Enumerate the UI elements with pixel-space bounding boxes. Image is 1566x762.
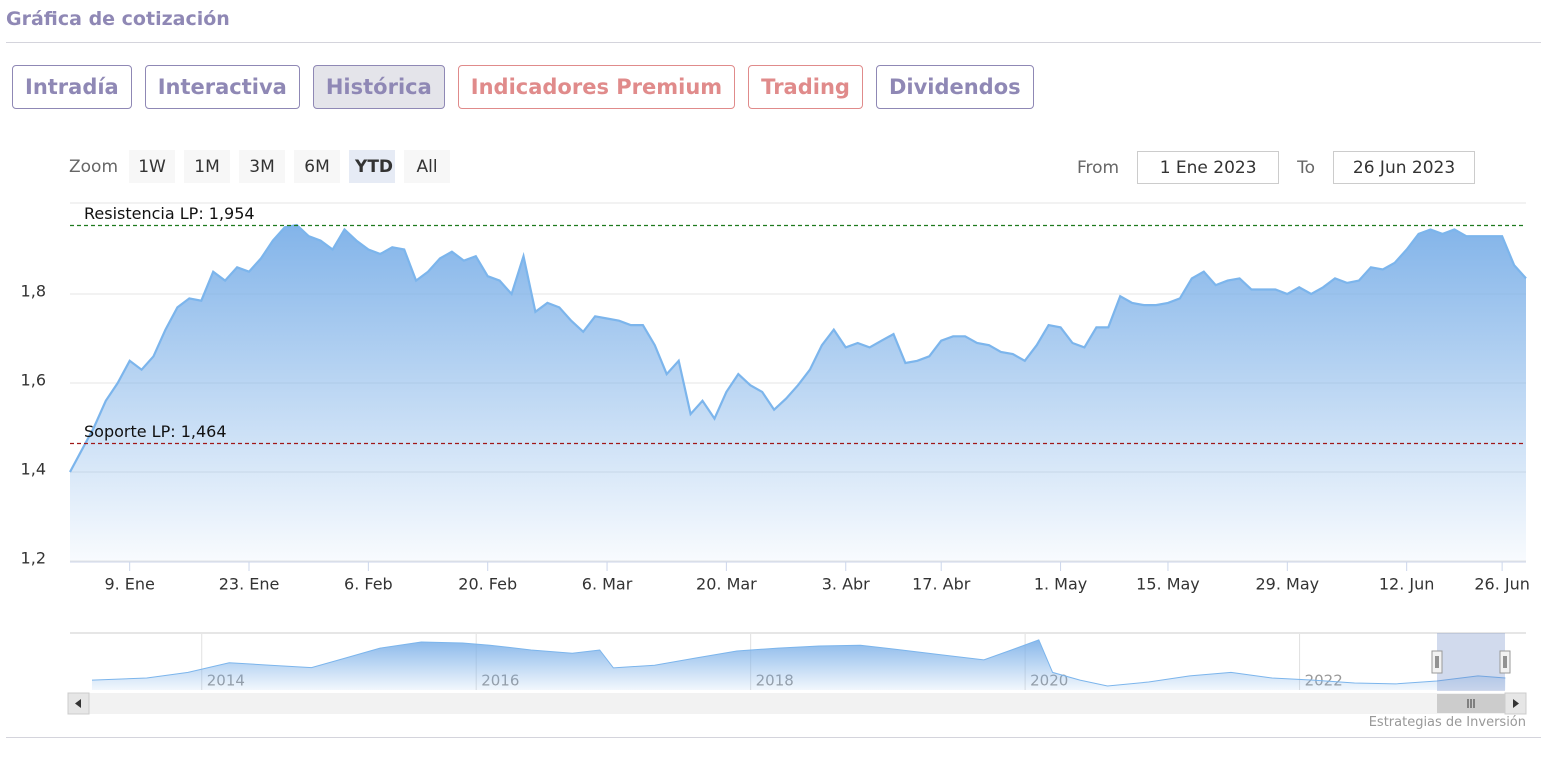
price-line [69,223,1527,473]
tab[interactable]: Intradía [12,65,132,109]
zoom-button[interactable]: 1M [184,150,231,183]
x-tick-label: 26. Jun [1474,575,1530,594]
zoom-button[interactable]: YTD [349,150,396,183]
divider [6,737,1541,738]
x-tick-label: 29. May [1256,575,1320,594]
arrow-right [1513,699,1519,708]
zoom-button[interactable]: 3M [239,150,286,183]
arrow-left [75,699,81,708]
main-plot: 1,2 1,4 1,6 1,8 9. Ene 23. Ene 6. Feb 20. Feb 6.… [21,204,1530,594]
from-label: From [1077,157,1120,178]
x-tick-label: 12. Jun [1379,575,1435,594]
area-fill [70,225,1526,561]
y-tick-label: 1,2 [21,549,46,568]
navigator-controls [67,633,1527,715]
tab[interactable]: Histórica [312,65,445,109]
x-tick-label: 3. Abr [822,575,870,594]
date-range: From 1 Ene 2023 To 26 Jun 2023 [1077,151,1493,184]
navigator-window[interactable] [1437,633,1505,691]
from-input[interactable]: 1 Ene 2023 [1137,151,1280,184]
y-tick-label: 1,4 [21,460,46,479]
navigator-handle[interactable] [1499,650,1511,674]
x-tick-label: 6. Feb [344,575,393,594]
x-tick-label: 20. Mar [696,575,757,594]
x-tick-label: 23. Ene [219,575,280,594]
tab[interactable]: Trading [748,65,863,109]
credit: Estrategias de Inversión [1368,715,1526,730]
zoom-label: Zoom [69,156,119,177]
tab-bar: Intradía Interactiva Histórica Indicadores … [12,65,1034,109]
to-label: To [1297,157,1316,178]
plot-line-label: Soporte LP: 1,464 [84,422,227,441]
scrollbar-track[interactable] [68,693,1526,714]
x-tick-label: 15. May [1136,575,1200,594]
navigator: 20142016201820202022 [70,632,1526,690]
zoom-button[interactable]: All [404,150,451,183]
tab[interactable]: Dividendos [875,65,1034,109]
to-input[interactable]: 26 Jun 2023 [1333,151,1476,184]
x-tick-label: 1. May [1034,575,1087,594]
x-tick-label: 20. Feb [458,575,517,594]
price-line [91,639,1506,687]
divider [6,42,1541,43]
zoom-button[interactable]: 1W [129,150,176,183]
y-tick-label: 1,6 [21,371,46,390]
tab[interactable]: Interactiva [144,65,300,109]
zoom-button[interactable]: 6M [294,150,341,183]
y-tick-label: 1,8 [21,282,46,301]
plot-line-label: Resistencia LP: 1,954 [84,204,255,223]
page-title: Gráfica de cotización [6,8,230,30]
navigator-handle[interactable] [1431,650,1443,674]
tab[interactable]: Indicadores Premium [457,65,736,109]
zoom-bar: Zoom 1W 1M 3M 6M YTD All [69,150,451,183]
x-tick-label: 17. Abr [912,575,971,594]
x-tick-label: 9. Ene [104,575,154,594]
x-tick-label: 6. Mar [582,575,633,594]
area-fill [91,639,1506,690]
